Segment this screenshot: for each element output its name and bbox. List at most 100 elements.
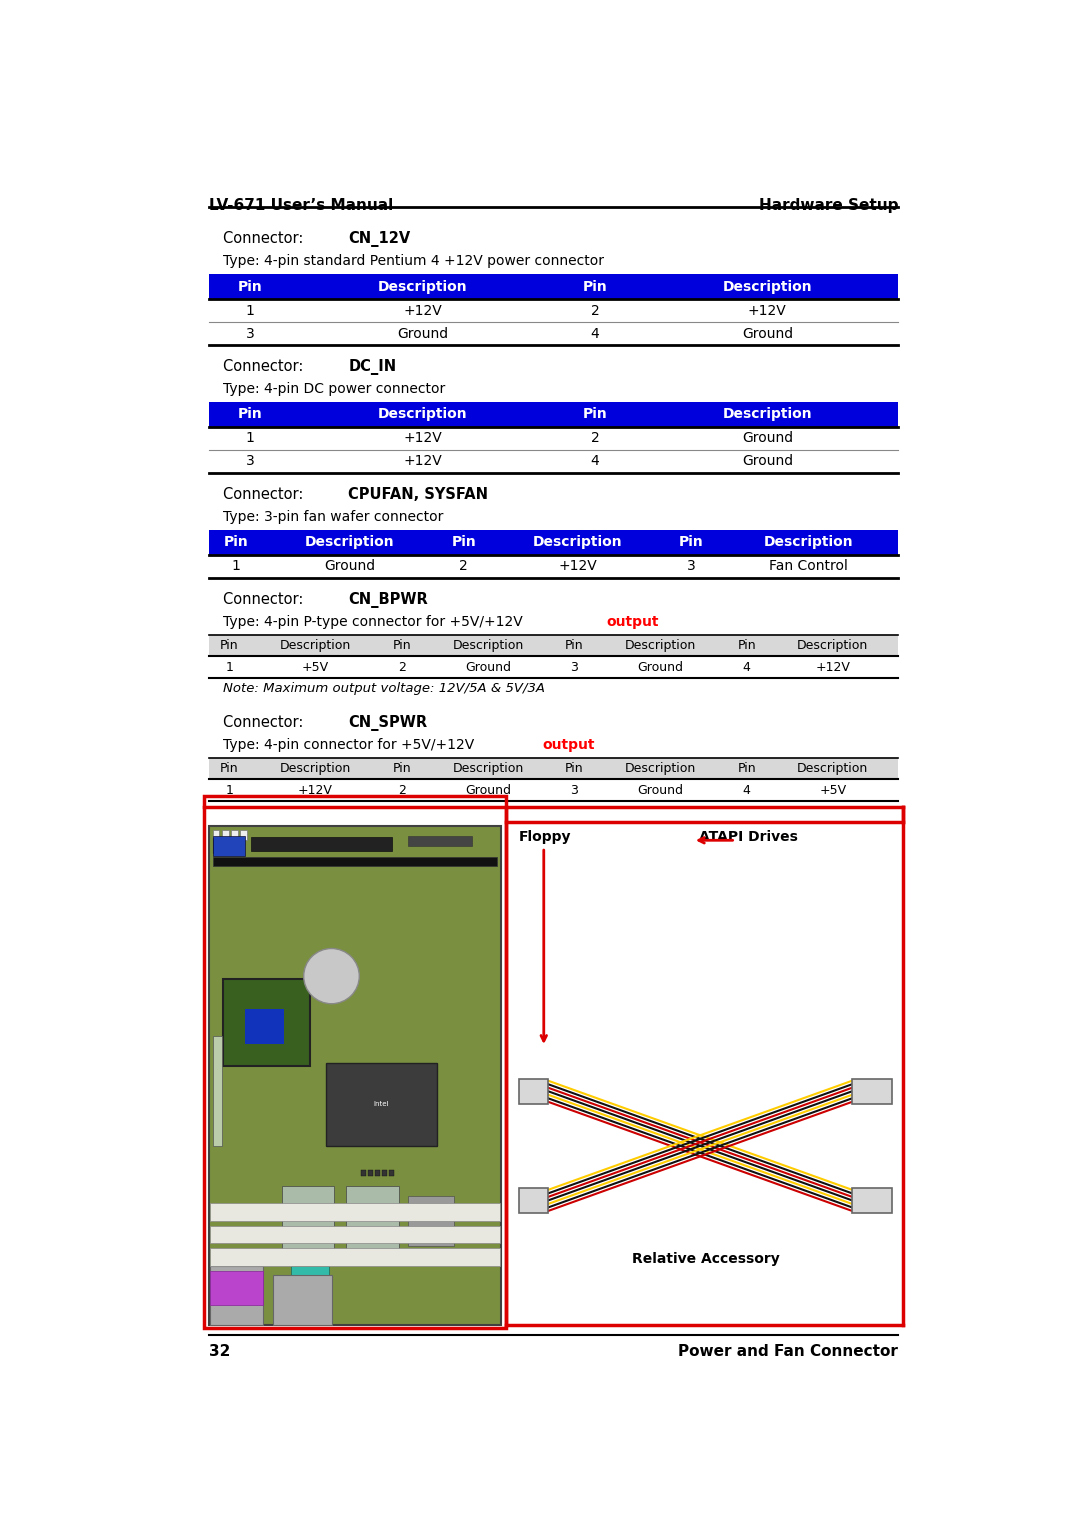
Text: 4: 4: [591, 454, 599, 468]
Text: 3: 3: [245, 454, 255, 468]
Text: Description: Description: [378, 408, 468, 422]
Bar: [375, 1170, 380, 1176]
Text: Ground: Ground: [742, 431, 793, 445]
Text: Pin: Pin: [679, 535, 704, 549]
Text: +12V: +12V: [403, 304, 442, 318]
Text: 3: 3: [570, 661, 578, 674]
Text: 1: 1: [226, 784, 233, 797]
Bar: [407, 1196, 455, 1246]
Text: 1: 1: [226, 661, 233, 674]
Text: 4: 4: [743, 661, 751, 674]
Text: ATAPI Drives: ATAPI Drives: [699, 830, 798, 844]
Text: Pin: Pin: [238, 408, 262, 422]
Bar: [389, 1170, 394, 1176]
Text: Intel: Intel: [374, 1101, 389, 1107]
Text: Description: Description: [306, 535, 395, 549]
Text: Pin: Pin: [738, 639, 756, 651]
Text: CN_12V: CN_12V: [348, 231, 410, 248]
Text: Pin: Pin: [582, 408, 607, 422]
Bar: [291, 1266, 328, 1306]
Text: Pin: Pin: [565, 639, 583, 651]
Text: CN_SPWR: CN_SPWR: [348, 714, 428, 731]
Bar: [852, 1188, 892, 1212]
Text: Description: Description: [797, 761, 868, 775]
Bar: [208, 758, 899, 780]
Text: Pin: Pin: [220, 639, 239, 651]
Bar: [346, 1185, 399, 1255]
Bar: [361, 1170, 366, 1176]
Text: Note: Maximum output voltage: 12V/5A & 5V/3A: Note: Maximum output voltage: 12V/5A & 5…: [222, 682, 544, 696]
Text: 2: 2: [397, 784, 406, 797]
Bar: [244, 1009, 284, 1044]
Text: 1: 1: [245, 304, 255, 318]
Bar: [852, 1079, 892, 1104]
Bar: [367, 1170, 374, 1176]
Text: Pin: Pin: [565, 761, 583, 775]
Text: Pin: Pin: [220, 761, 239, 775]
Bar: [211, 1266, 262, 1326]
Bar: [213, 838, 225, 853]
Bar: [228, 838, 240, 853]
Bar: [208, 531, 899, 555]
Text: +5V: +5V: [302, 661, 329, 674]
Bar: [213, 836, 245, 856]
Text: Pin: Pin: [392, 639, 411, 651]
Text: Ground: Ground: [324, 560, 376, 573]
Bar: [381, 1170, 387, 1176]
Text: Type: 4-pin connector for +5V/+12V: Type: 4-pin connector for +5V/+12V: [222, 739, 478, 752]
Text: 2: 2: [397, 661, 406, 674]
Bar: [282, 1185, 335, 1255]
Text: Pin: Pin: [451, 535, 476, 549]
Text: Description: Description: [723, 280, 812, 294]
Text: 2: 2: [459, 560, 469, 573]
Text: 4: 4: [743, 784, 751, 797]
Text: Description: Description: [532, 535, 622, 549]
Bar: [221, 830, 229, 841]
Text: 2: 2: [591, 431, 599, 445]
Text: +5V: +5V: [820, 784, 847, 797]
Text: +12V: +12V: [298, 784, 333, 797]
Text: 3: 3: [245, 327, 255, 341]
Text: Description: Description: [453, 639, 524, 651]
Text: 1: 1: [232, 560, 241, 573]
Text: 3: 3: [570, 784, 578, 797]
Bar: [211, 1203, 500, 1220]
Text: Connector:: Connector:: [222, 714, 308, 729]
Text: +12V: +12V: [815, 661, 850, 674]
Bar: [211, 1271, 262, 1306]
Text: Type: 4-pin DC power connector: Type: 4-pin DC power connector: [222, 382, 445, 396]
Text: Description: Description: [280, 639, 351, 651]
Text: Type: 4-pin standard Pentium 4 +12V power connector: Type: 4-pin standard Pentium 4 +12V powe…: [222, 254, 604, 268]
Text: Relative Accessory: Relative Accessory: [632, 1252, 780, 1266]
Text: Description: Description: [625, 639, 696, 651]
Bar: [211, 1248, 500, 1266]
Text: Ground: Ground: [637, 661, 684, 674]
Bar: [208, 635, 899, 656]
Text: 4: 4: [591, 327, 599, 341]
Text: output: output: [542, 739, 595, 752]
Text: Description: Description: [280, 761, 351, 775]
Text: +12V: +12V: [403, 431, 442, 445]
Text: LV-671 User’s Manual: LV-671 User’s Manual: [208, 199, 393, 213]
Bar: [211, 1226, 500, 1243]
Text: Ground: Ground: [396, 327, 448, 341]
Bar: [208, 274, 899, 300]
Bar: [204, 797, 505, 1329]
Text: Type: 4-pin P-type connector for +5V/+12V: Type: 4-pin P-type connector for +5V/+12…: [222, 615, 527, 628]
Text: Fan Control: Fan Control: [769, 560, 848, 573]
Text: Ground: Ground: [742, 454, 793, 468]
Text: Description: Description: [453, 761, 524, 775]
Text: Pin: Pin: [224, 535, 248, 549]
Bar: [519, 1188, 549, 1212]
Text: Floppy: Floppy: [519, 830, 571, 844]
Bar: [222, 979, 310, 1066]
Text: Ground: Ground: [637, 784, 684, 797]
Bar: [326, 1063, 436, 1145]
Text: Pin: Pin: [238, 280, 262, 294]
Text: 3: 3: [687, 560, 696, 573]
Text: Pin: Pin: [392, 761, 411, 775]
Text: 2: 2: [591, 304, 599, 318]
Circle shape: [303, 948, 360, 1003]
Text: Ground: Ground: [742, 327, 793, 341]
Text: Description: Description: [378, 280, 468, 294]
